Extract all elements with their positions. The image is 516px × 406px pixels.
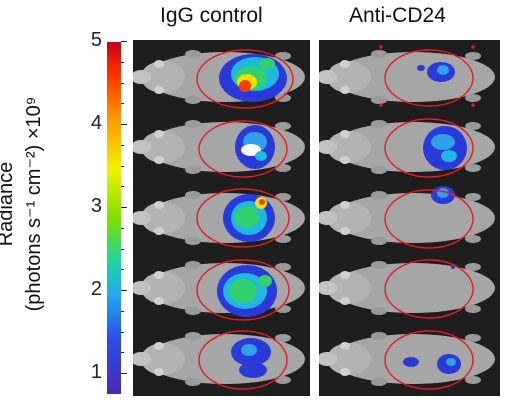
roi-circle: [384, 49, 474, 107]
colorbar-tick-2: 2: [90, 278, 102, 300]
colorbar-tick-5: 5: [90, 29, 102, 51]
tick-mark: [121, 207, 127, 208]
colorbar-label-line2: (photons s⁻¹ cm⁻²) ×10⁹: [23, 96, 45, 312]
minor-tick-mark: [121, 186, 124, 187]
minor-tick-mark: [121, 352, 124, 353]
colorbar-tick-4: 4: [90, 112, 102, 134]
tick-mark: [121, 41, 127, 42]
minor-tick-mark: [121, 269, 124, 270]
minor-tick-mark: [121, 145, 124, 146]
anti-cd24-title: Anti-CD24: [349, 4, 446, 27]
colorbar-tick-1: 1: [90, 361, 102, 383]
mouse-1: [319, 45, 495, 107]
minor-tick-mark: [121, 103, 124, 104]
igg-control-title: IgG control: [160, 4, 263, 27]
igg-control-image: [133, 49, 305, 390]
tick-mark: [121, 290, 127, 291]
mouse-5: [319, 330, 495, 390]
colorbar-label-line1: Radiance: [0, 161, 17, 247]
minor-tick-mark: [121, 311, 124, 312]
mouse-1: [133, 49, 305, 109]
mouse-3: [319, 186, 495, 249]
mouse-3: [133, 188, 305, 248]
anti-cd24-panel: [319, 40, 500, 396]
anti-cd24-image: [319, 45, 495, 390]
minor-tick-mark: [121, 249, 124, 250]
minor-tick-mark: [121, 62, 124, 63]
colorbar-label: Radiance (photons s⁻¹ cm⁻²) ×10⁹: [0, 34, 52, 374]
minor-tick-mark: [121, 166, 124, 167]
tick-mark: [121, 124, 127, 125]
mouse-4: [133, 259, 305, 321]
mouse-5: [133, 330, 305, 390]
tick-mark: [121, 373, 127, 374]
minor-tick-mark: [121, 228, 124, 229]
mouse-2: [133, 120, 305, 178]
colorbar: [107, 42, 121, 394]
igg-control-panel: [133, 40, 310, 396]
minor-tick-mark: [121, 332, 124, 333]
minor-tick-mark: [121, 83, 124, 84]
mouse-2: [319, 118, 495, 178]
colorbar-tick-3: 3: [90, 195, 102, 217]
roi-circle: [196, 49, 294, 109]
mouse-4: [319, 259, 495, 319]
